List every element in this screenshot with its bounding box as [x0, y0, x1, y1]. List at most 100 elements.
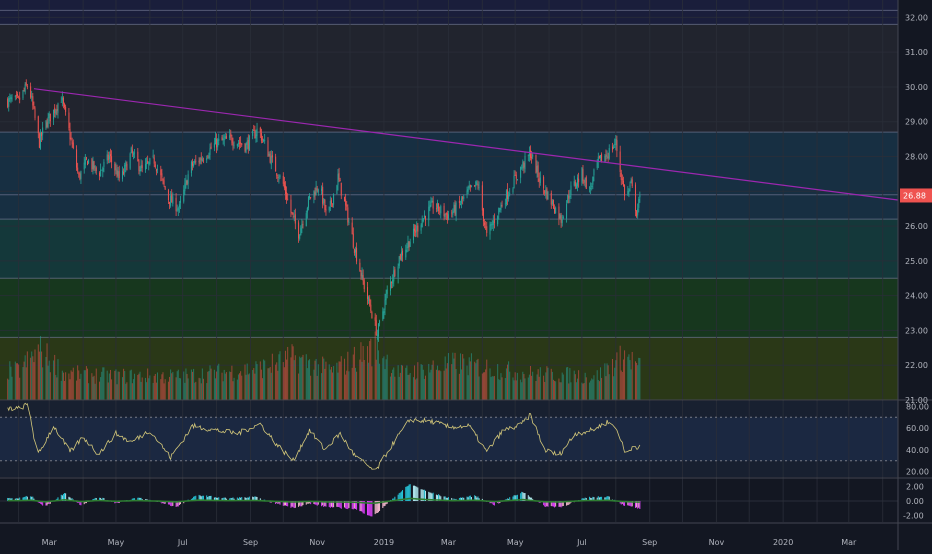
- candle-body[interactable]: [154, 158, 155, 164]
- candle-body[interactable]: [275, 157, 276, 172]
- candle-body[interactable]: [17, 94, 18, 96]
- candle-body[interactable]: [140, 170, 141, 172]
- candle-body[interactable]: [415, 231, 416, 233]
- candle-body[interactable]: [369, 299, 370, 305]
- candle-body[interactable]: [148, 162, 149, 164]
- candle-body[interactable]: [123, 172, 124, 174]
- candle-body[interactable]: [378, 324, 379, 337]
- candle-body[interactable]: [476, 184, 477, 185]
- candle-body[interactable]: [157, 169, 158, 170]
- candle-body[interactable]: [502, 205, 503, 206]
- candle-body[interactable]: [362, 273, 363, 278]
- candle-body[interactable]: [293, 213, 294, 215]
- candle-body[interactable]: [609, 148, 610, 159]
- candle-body[interactable]: [371, 312, 372, 318]
- candle-body[interactable]: [70, 129, 71, 140]
- candle-body[interactable]: [161, 173, 162, 177]
- candle-body[interactable]: [507, 189, 508, 199]
- candle-body[interactable]: [540, 177, 541, 183]
- candle-body[interactable]: [546, 188, 547, 199]
- candle-body[interactable]: [78, 173, 79, 174]
- candle-body[interactable]: [391, 282, 392, 283]
- candle-body[interactable]: [246, 144, 247, 152]
- candle-body[interactable]: [41, 133, 42, 136]
- candle-body[interactable]: [428, 207, 429, 221]
- candle-body[interactable]: [447, 213, 448, 220]
- candle-body[interactable]: [613, 147, 614, 148]
- candle-body[interactable]: [91, 159, 92, 169]
- candle-body[interactable]: [206, 158, 207, 160]
- candle-body[interactable]: [470, 185, 471, 187]
- candle-body[interactable]: [356, 248, 357, 262]
- candle-body[interactable]: [56, 109, 57, 111]
- candle-body[interactable]: [614, 144, 615, 145]
- candle-body[interactable]: [202, 159, 203, 161]
- candle-body[interactable]: [497, 216, 498, 224]
- candle-body[interactable]: [514, 176, 515, 189]
- candle-body[interactable]: [446, 213, 447, 215]
- candle-body[interactable]: [47, 122, 48, 127]
- candle-body[interactable]: [185, 180, 186, 184]
- candle-body[interactable]: [407, 241, 408, 247]
- candle-body[interactable]: [126, 164, 127, 170]
- candle-body[interactable]: [394, 269, 395, 276]
- candle-body[interactable]: [631, 180, 632, 183]
- candle-body[interactable]: [452, 211, 453, 215]
- candle-body[interactable]: [577, 177, 578, 185]
- candle-body[interactable]: [574, 181, 575, 186]
- candle-body[interactable]: [486, 226, 487, 233]
- candle-body[interactable]: [12, 98, 13, 99]
- candle-body[interactable]: [118, 171, 119, 176]
- candle-body[interactable]: [345, 199, 346, 205]
- candle-body[interactable]: [623, 181, 624, 186]
- candle-body[interactable]: [278, 179, 279, 180]
- candle-body[interactable]: [444, 206, 445, 216]
- candle-body[interactable]: [531, 157, 532, 159]
- candle-body[interactable]: [544, 190, 545, 193]
- candle-body[interactable]: [307, 208, 308, 213]
- candle-body[interactable]: [632, 179, 633, 186]
- candle-body[interactable]: [50, 114, 51, 122]
- candle-body[interactable]: [99, 173, 100, 176]
- candle-body[interactable]: [253, 130, 254, 131]
- candle-body[interactable]: [101, 170, 102, 171]
- candle-body[interactable]: [45, 120, 46, 128]
- candle-body[interactable]: [561, 215, 562, 222]
- candle-body[interactable]: [239, 143, 240, 144]
- candle-body[interactable]: [178, 208, 179, 210]
- candle-body[interactable]: [261, 133, 262, 141]
- candle-body[interactable]: [109, 156, 110, 159]
- candle-body[interactable]: [62, 98, 63, 101]
- candle-body[interactable]: [94, 161, 95, 169]
- candle-body[interactable]: [15, 96, 16, 97]
- candle-body[interactable]: [177, 210, 178, 211]
- candle-body[interactable]: [325, 209, 326, 210]
- candle-body[interactable]: [234, 145, 235, 146]
- candle-body[interactable]: [122, 171, 123, 179]
- candle-body[interactable]: [563, 217, 564, 218]
- candle-body[interactable]: [269, 154, 270, 155]
- candle-body[interactable]: [621, 173, 622, 180]
- candle-body[interactable]: [131, 148, 132, 153]
- candle-body[interactable]: [584, 182, 585, 183]
- candle-body[interactable]: [333, 194, 334, 204]
- candle-body[interactable]: [272, 155, 273, 157]
- price-axis[interactable]: 32.0031.0030.0029.0028.0027.0026.0025.00…: [900, 13, 932, 520]
- candle-body[interactable]: [469, 186, 470, 188]
- candle-body[interactable]: [201, 158, 202, 161]
- candle-body[interactable]: [247, 141, 248, 145]
- candle-body[interactable]: [35, 108, 36, 118]
- candle-body[interactable]: [448, 214, 449, 220]
- candle-body[interactable]: [545, 190, 546, 195]
- candle-body[interactable]: [270, 154, 271, 163]
- candle-body[interactable]: [287, 199, 288, 200]
- candle-body[interactable]: [586, 177, 587, 189]
- candle-body[interactable]: [277, 177, 278, 178]
- candle-body[interactable]: [85, 159, 86, 165]
- candle-body[interactable]: [578, 179, 579, 182]
- candle-body[interactable]: [459, 201, 460, 203]
- candle-body[interactable]: [429, 205, 430, 208]
- candle-body[interactable]: [283, 176, 284, 184]
- candle-body[interactable]: [624, 185, 625, 196]
